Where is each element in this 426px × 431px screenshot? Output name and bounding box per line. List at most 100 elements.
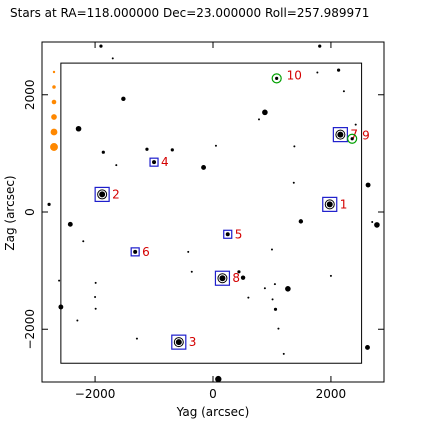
guide-star-point — [175, 339, 182, 346]
legend-marker — [52, 70, 56, 74]
guide-star-point — [225, 232, 230, 237]
guide-star-point — [219, 275, 226, 282]
star-point — [135, 337, 138, 340]
star-point — [111, 57, 114, 60]
fid-light-center — [350, 137, 354, 141]
star-point — [121, 96, 126, 102]
fid-light-layer: 9 10 — [271, 68, 370, 144]
star-point — [371, 220, 374, 223]
guide-star-box — [171, 334, 187, 350]
legend-marker — [50, 143, 58, 151]
y-tick-label: 2000 — [23, 79, 37, 110]
x-tick-label: −2000 — [75, 387, 116, 401]
star-point — [354, 123, 357, 126]
plot-frame — [41, 41, 385, 383]
fid-light-circle — [271, 73, 282, 84]
guide-star-ring — [217, 273, 228, 284]
magnitude-legend — [50, 70, 58, 151]
guide-star-label: 1 — [340, 197, 348, 211]
star-point — [58, 279, 61, 282]
star-point — [240, 275, 246, 280]
guide-star-label: 6 — [142, 245, 150, 259]
star-point — [374, 222, 380, 228]
guide-star-label: 4 — [161, 155, 169, 169]
x-tick-label: 0 — [209, 387, 217, 401]
star-point — [329, 274, 332, 277]
star-point — [94, 281, 97, 284]
guide-star-box — [130, 247, 140, 257]
star-point — [318, 44, 322, 48]
star-point — [365, 182, 371, 188]
star-point — [201, 165, 207, 170]
chart-title: Stars at RA=118.000000 Dec=23.000000 Rol… — [10, 6, 369, 20]
star-point — [214, 144, 217, 147]
star-point — [285, 285, 291, 292]
star-point — [365, 344, 370, 350]
star-point — [94, 296, 97, 298]
star-point — [316, 71, 319, 74]
star-point — [115, 164, 118, 167]
guide-star-box — [149, 157, 159, 167]
star-point — [273, 307, 278, 311]
star-point — [298, 219, 304, 224]
star-point — [277, 327, 280, 330]
star-point — [257, 118, 260, 121]
fid-light-label: 9 — [362, 129, 370, 143]
star-point — [82, 240, 85, 243]
star-point — [215, 375, 222, 383]
star-point — [67, 221, 73, 227]
star-point — [271, 298, 274, 301]
guide-star-ring — [173, 337, 184, 348]
axis-ticks: −2000 0 2000 −2000 0 2000 — [23, 42, 384, 401]
star-point — [76, 319, 79, 322]
star-point — [282, 352, 285, 355]
guide-star-point — [152, 160, 157, 165]
guide-star-point — [326, 201, 333, 208]
star-point — [47, 202, 51, 206]
star-point — [99, 44, 103, 48]
legend-marker — [51, 99, 57, 105]
x-tick-label: 2000 — [316, 387, 347, 401]
guide-star-ring — [324, 199, 335, 210]
legend-marker — [51, 114, 57, 120]
star-point — [336, 68, 341, 72]
ccd-boundary — [60, 62, 363, 364]
fid-light-center — [275, 76, 279, 80]
star-point — [247, 296, 250, 299]
star-point — [342, 90, 345, 93]
fid-light-circle — [347, 133, 358, 144]
guide-star-point — [337, 131, 344, 138]
star-point — [273, 283, 276, 286]
star-point — [101, 150, 105, 154]
star-point — [75, 125, 82, 132]
guide-star-box — [223, 229, 233, 239]
star-point — [270, 248, 273, 251]
star-point — [94, 307, 97, 310]
star-point — [292, 181, 295, 184]
guide-star-label: 3 — [189, 335, 197, 349]
fid-light-label: 10 — [287, 68, 302, 82]
star-point — [263, 287, 266, 290]
guide-star-point — [133, 249, 138, 254]
y-tick-label: 0 — [23, 208, 37, 216]
star-point — [237, 270, 241, 274]
legend-marker — [50, 128, 58, 136]
x-axis-label: Yag (arcsec) — [176, 405, 250, 419]
star-point — [293, 145, 296, 148]
y-tick-label: −2000 — [23, 309, 37, 350]
guide-star-label: 8 — [232, 271, 240, 285]
guide-star-label: 5 — [235, 227, 243, 241]
star-point — [187, 250, 190, 253]
guide-star-ring — [335, 129, 346, 140]
guide-star-box — [332, 127, 348, 143]
star-point — [145, 147, 149, 151]
guide-star-label: 2 — [112, 187, 120, 201]
y-axis-label: Zag (arcsec) — [3, 175, 17, 250]
guide-star-box — [322, 196, 338, 212]
star-point — [58, 304, 64, 310]
legend-marker — [52, 85, 56, 89]
star-layer — [47, 44, 380, 383]
star-point — [170, 148, 174, 152]
